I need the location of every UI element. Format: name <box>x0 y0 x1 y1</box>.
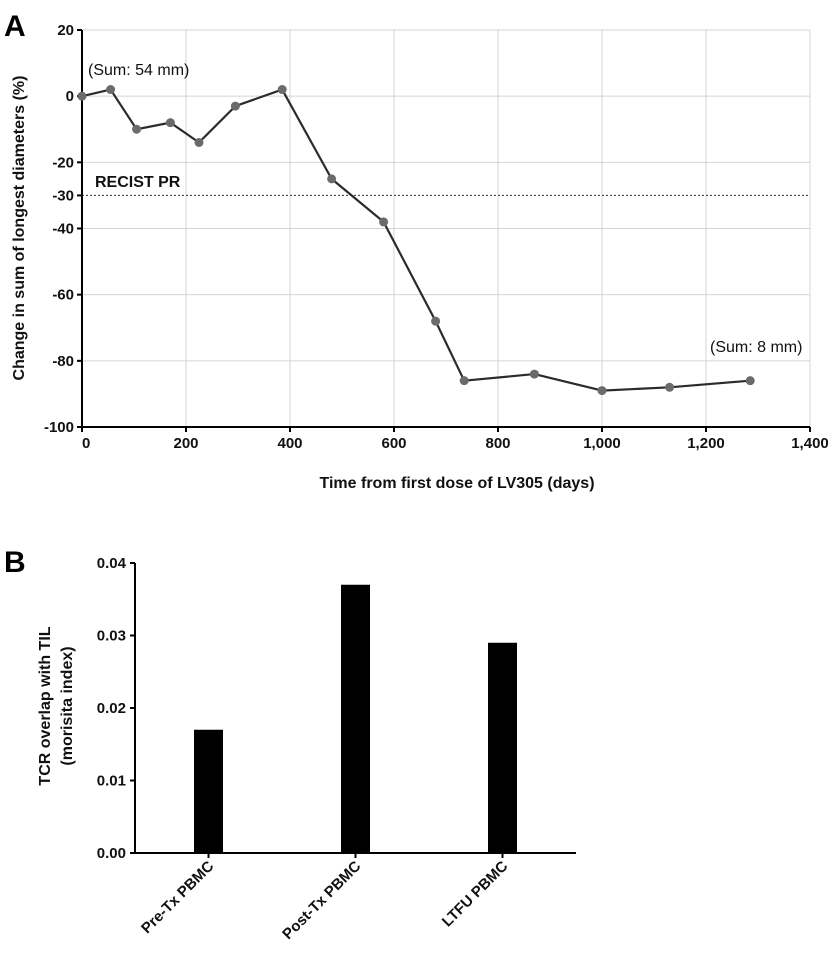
data-point <box>529 369 539 379</box>
y-tick-label: 20 <box>57 22 74 39</box>
panel-a-x-ticks: 0 200 400 600 800 1,000 1,200 1,400 <box>81 427 829 452</box>
x-tick-label: 600 <box>381 435 406 452</box>
panel-b-x-ticks: Pre-Tx PBMC Post-Tx PBMC LTFU PBMC <box>138 853 511 943</box>
y-tick-label: -40 <box>52 221 74 238</box>
data-point <box>379 217 389 227</box>
panel-a-series <box>77 85 755 396</box>
data-point <box>132 124 142 134</box>
y-tick-label: -100 <box>44 419 74 436</box>
data-point <box>665 382 675 392</box>
data-point <box>106 85 116 95</box>
y-tick-label: -30 <box>52 187 74 204</box>
x-tick-label: 400 <box>277 435 302 452</box>
panel-b-y-axis-label-line1: TCR overlap with TIL <box>37 626 54 785</box>
x-tick-label: 200 <box>173 435 198 452</box>
y-tick-label: -80 <box>52 353 74 370</box>
y-tick-label: 0 <box>66 88 74 105</box>
panel-a-y-ticks: 20 0 -20 -30 -40 -60 -80 -100 <box>44 22 82 436</box>
y-tick-label: 0.02 <box>97 700 126 717</box>
y-tick-label: -20 <box>52 154 74 171</box>
data-point <box>431 316 441 326</box>
panel-a-letter: A <box>4 10 26 43</box>
x-tick-label: 1,400 <box>791 435 829 452</box>
y-tick-label: 0.04 <box>97 555 127 572</box>
data-point <box>745 376 755 386</box>
bar <box>341 584 370 853</box>
recist-pr-label: RECIST PR <box>95 174 181 191</box>
x-tick-label: 0 <box>82 435 90 452</box>
panel-a-x-axis-label: Time from first dose of LV305 (days) <box>319 475 594 492</box>
x-tick-label: Pre-Tx PBMC <box>138 858 217 937</box>
annotation-end-sum: (Sum: 8 mm) <box>710 339 802 356</box>
bar <box>488 642 517 853</box>
series-line <box>81 88 751 392</box>
x-tick-label: 800 <box>485 435 510 452</box>
panel-a-grid <box>82 29 811 427</box>
x-tick-label: LTFU PBMC <box>439 858 512 931</box>
x-tick-label: 1,000 <box>583 435 621 452</box>
data-point <box>459 376 469 386</box>
x-tick-label: Post-Tx PBMC <box>279 858 364 943</box>
panel-a-y-axis-label: Change in sum of longest diameters (%) <box>11 76 28 381</box>
data-point <box>77 91 87 101</box>
y-tick-label: 0.01 <box>97 773 126 790</box>
y-tick-label: 0.00 <box>97 845 126 862</box>
bar <box>194 729 223 853</box>
y-tick-label: -60 <box>52 287 74 304</box>
data-point <box>327 174 337 184</box>
x-tick-label: 1,200 <box>687 435 725 452</box>
annotation-start-sum: (Sum: 54 mm) <box>88 62 189 79</box>
panel-b-letter: B <box>4 546 26 579</box>
data-point <box>230 101 240 111</box>
y-tick-label: 0.03 <box>97 628 126 645</box>
data-point <box>194 137 204 147</box>
panel-b-y-ticks: 0.00 0.01 0.02 0.03 0.04 <box>97 555 135 862</box>
panel-b-y-axis-label-line2: (morisita index) <box>59 646 76 765</box>
data-point <box>165 118 175 128</box>
data-point <box>597 386 607 396</box>
panel-b-bars <box>194 584 517 853</box>
data-point <box>277 85 287 95</box>
